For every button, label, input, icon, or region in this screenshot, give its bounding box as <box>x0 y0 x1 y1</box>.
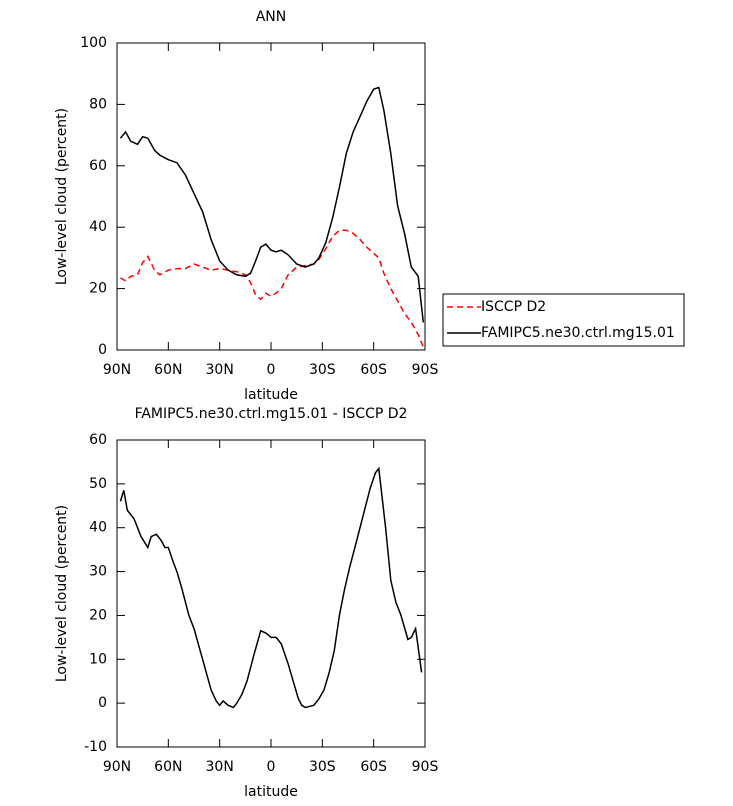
x-tick-label: 90N <box>103 759 131 775</box>
x-tick-label: 60N <box>154 362 182 378</box>
y-tick-label: -10 <box>84 739 107 755</box>
x-tick-label: 60S <box>360 759 387 775</box>
y-tick-label: 50 <box>89 476 107 492</box>
x-tick-label: 0 <box>267 759 276 775</box>
y-tick-label: 40 <box>89 219 107 235</box>
y-tick-label: 40 <box>89 520 107 536</box>
legend-label: ISCCP D2 <box>481 299 546 315</box>
y-tick-label: 0 <box>98 342 107 358</box>
y-tick-label: 100 <box>80 35 107 51</box>
legend-box <box>442 293 685 347</box>
data-line <box>119 86 425 323</box>
y-tick-label: 0 <box>98 695 107 711</box>
x-tick-label: 0 <box>267 362 276 378</box>
legend-label: FAMIPC5.ne30.ctrl.mg15.01 <box>481 325 675 341</box>
y-tick-label: 10 <box>89 651 107 667</box>
x-tick-label: 30N <box>206 759 234 775</box>
x-tick-label: 90N <box>103 362 131 378</box>
chart-title: FAMIPC5.ne30.ctrl.mg15.01 - ISCCP D2 <box>135 406 408 422</box>
y-tick-label: 60 <box>89 158 107 174</box>
x-tick-label: 60S <box>360 362 387 378</box>
x-tick-label: 30N <box>206 362 234 378</box>
y-tick-label: 20 <box>89 281 107 297</box>
x-axis-label: latitude <box>244 784 298 800</box>
x-tick-label: 90S <box>412 759 439 775</box>
x-tick-label: 30S <box>309 362 336 378</box>
chart-title: ANN <box>256 9 287 25</box>
plot-frame <box>116 439 426 748</box>
y-axis-label: Low-level cloud (percent) <box>54 505 70 682</box>
x-tick-label: 90S <box>412 362 439 378</box>
y-axis-label: Low-level cloud (percent) <box>54 108 70 285</box>
plot-frame <box>116 42 426 351</box>
x-axis-label: latitude <box>244 387 298 403</box>
data-line <box>119 466 423 709</box>
y-tick-label: 30 <box>89 564 107 580</box>
y-tick-label: 60 <box>89 432 107 448</box>
y-tick-label: 80 <box>89 96 107 112</box>
y-tick-label: 20 <box>89 607 107 623</box>
data-line <box>120 229 424 348</box>
x-tick-label: 60N <box>154 759 182 775</box>
x-tick-label: 30S <box>309 759 336 775</box>
